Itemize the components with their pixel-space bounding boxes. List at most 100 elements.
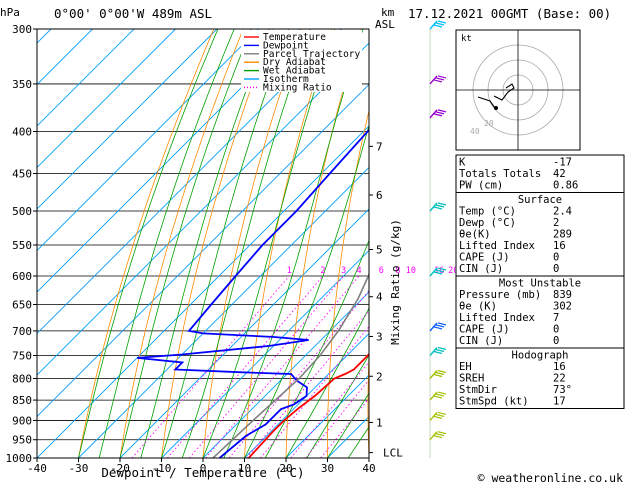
mixing-ratio-label: 2 [320,266,325,276]
legend-entry: Isotherm [263,74,309,85]
legend-box [241,30,362,92]
asl-label: ASL [375,18,395,31]
isotherm-line [37,29,342,335]
wet-adiabat-line [78,29,219,458]
wind-barb-flag [437,267,447,271]
km-tick-label: LCL [383,447,403,460]
table-row-label: Pressure (mb) [459,289,541,301]
wind-barb-staff [429,109,438,119]
x-tick-label: 30 [321,462,334,475]
wind-barb-staff [429,20,438,30]
credit-label: © weatheronline.co.uk [478,471,623,485]
indices-table: K -17 Totals Totals 42 PW (cm) 0.86 SurfaceTem… [455,154,625,409]
wind-barb-flag [435,324,445,328]
mixing-ratio-axis-label: Mixing Ratio (g/kg) [389,219,402,345]
table-row-label: Lifted Index [459,312,535,324]
y-tick-label: 500 [12,205,32,218]
wet-adiabat-line [119,29,252,458]
table-row-value: 7 [553,312,559,324]
legend-entry: Wet Adiabat [263,66,326,77]
isotherm-line [37,29,135,127]
table-row-value: 2.4 [553,206,572,218]
table-row-label: CAPE (J) [459,324,510,336]
wind-barb-staff [429,391,438,401]
mixing-ratio-line [290,361,369,458]
table-row-label: CIN (J) [459,263,503,275]
wind-barb-flag [433,373,443,378]
wind-barb-staff [429,347,438,356]
table-row-label: EH [459,361,472,373]
table-section-title: Hodograph [512,350,569,362]
y-tick-label: 650 [12,299,32,312]
temperature-line [248,352,369,458]
hodograph-ring-label: 20 [484,119,494,128]
wet-adiabat-line [98,29,235,458]
legend-entry: Dry Adiabat [263,57,326,68]
dry-adiabat-line [244,29,332,458]
table-row-label: StmDir [459,384,497,396]
isotherm-line [119,208,369,458]
wind-barb-flag [435,22,445,26]
wet-adiabat-line [306,354,369,458]
y-tick-label: 350 [12,78,32,91]
table-box [455,347,625,409]
dry-adiabat-line [78,29,215,458]
dry-adiabat-line [202,29,303,458]
dewpoint-line [137,128,369,458]
x-tick-label: -40 [27,462,47,475]
mixing-ratio-label: 6 [379,266,384,276]
km-tick-label: 4 [376,291,383,304]
wind-barb-flag [433,79,443,83]
km-label: km [381,6,395,19]
wet-adiabat-line [264,239,369,458]
y-tick-label: 700 [12,325,32,338]
table-row-value: -17 [553,157,572,169]
y-tick-label: 950 [12,434,32,447]
wind-barb-flag [435,413,445,418]
y-tick-label: 900 [12,414,32,427]
table-row-label: θe(K) [459,229,491,241]
table-row-label: SREH [459,373,484,385]
y-tick-label: 850 [12,394,32,407]
wind-barb-staff [429,431,438,441]
hodograph-trace [493,83,515,101]
legend-entry: Temperature [263,32,326,43]
wind-barb-flag [437,411,447,416]
km-tick-label: 1 [376,416,383,429]
table-row-label: θe (K) [459,301,497,313]
wind-barb-flag [433,113,443,117]
isotherm-line [202,291,369,458]
km-tick-label: 5 [376,243,383,256]
table-row-label: CIN (J) [459,335,503,347]
hodograph-trace [477,96,496,109]
table-row-label: Totals Totals [459,168,541,180]
wind-barb-flag [437,431,447,435]
mixing-ratio-label: 8 [395,266,400,276]
table-box [455,192,625,277]
isotherm-line [37,29,259,252]
hodograph: kt 20 40 [455,29,581,151]
isotherm-line [161,249,369,458]
y-tick-label: 600 [12,270,32,283]
wind-barb-flag [435,348,445,353]
wet-adiabat-line [285,307,369,458]
wet-adiabat-line [223,29,364,458]
legend-entry: Parcel Trajectory [263,49,361,60]
table-row-label: Lifted Index [459,240,535,252]
x-tick-label: 10 [238,462,251,475]
wet-adiabat-line [140,29,270,458]
isotherm-line [37,125,369,458]
isotherm-line [37,83,369,418]
table-row-label: CAPE (J) [459,252,510,264]
wind-barb-flag [437,109,447,113]
y-tick-label: 400 [12,126,32,139]
legend-entry: Mixing Ratio [263,82,332,93]
wind-barb-flag [433,271,443,275]
wind-barb-flag [435,371,445,376]
table-box [455,275,625,349]
wind-barb-flag [433,350,443,355]
wind-barb-flag [433,24,443,28]
location-label: 0°00' 0°00'W 489m ASL [54,6,212,21]
